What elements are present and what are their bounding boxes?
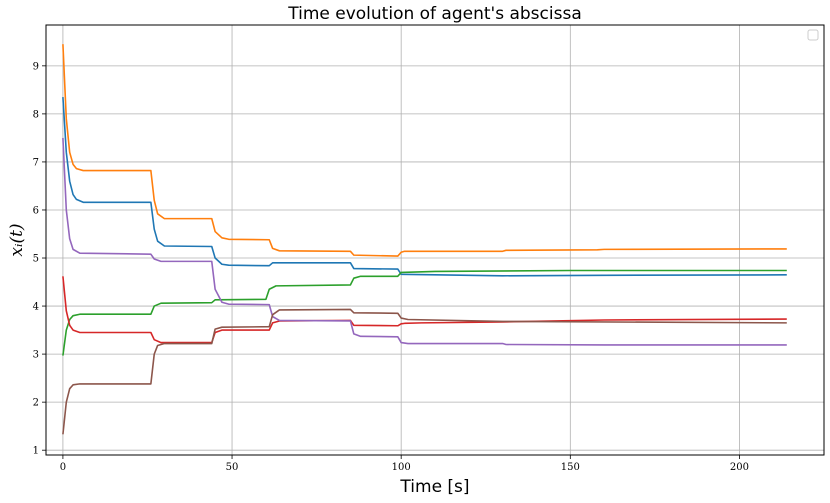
y-tick-label: 8 <box>33 109 39 120</box>
x-tick-label: 0 <box>60 462 66 473</box>
y-tick-label: 3 <box>33 350 39 361</box>
grid <box>46 25 824 455</box>
x-tick-label: 100 <box>392 462 411 473</box>
y-tick-label: 5 <box>33 254 39 265</box>
y-tick-label: 4 <box>33 302 39 313</box>
chart-title: Time evolution of agent's abscissa <box>287 4 582 24</box>
x-axis-label: Time [s] <box>399 477 469 497</box>
series-line-1 <box>62 97 787 277</box>
ticks: 0 50 100 150 200 1 2 3 4 5 6 7 8 9 <box>33 61 749 473</box>
y-axis-label: xᵢ(t) <box>7 223 27 256</box>
y-tick-label: 7 <box>33 157 39 168</box>
y-tick-label: 1 <box>33 446 39 457</box>
y-tick-label: 6 <box>33 205 39 216</box>
y-tick-label: 2 <box>33 398 39 409</box>
plot-frame <box>45 24 825 456</box>
legend-box <box>807 29 819 41</box>
series-line-3 <box>62 269 787 356</box>
series-line-4 <box>62 276 787 344</box>
series-line-5 <box>62 137 787 346</box>
x-tick-label: 150 <box>561 462 580 473</box>
x-tick-label: 50 <box>226 462 239 473</box>
series-line-2 <box>62 44 787 257</box>
y-tick-label: 9 <box>33 61 39 72</box>
x-tick-label: 200 <box>730 462 749 473</box>
series-layer <box>62 44 787 435</box>
series-line-6 <box>62 308 787 435</box>
